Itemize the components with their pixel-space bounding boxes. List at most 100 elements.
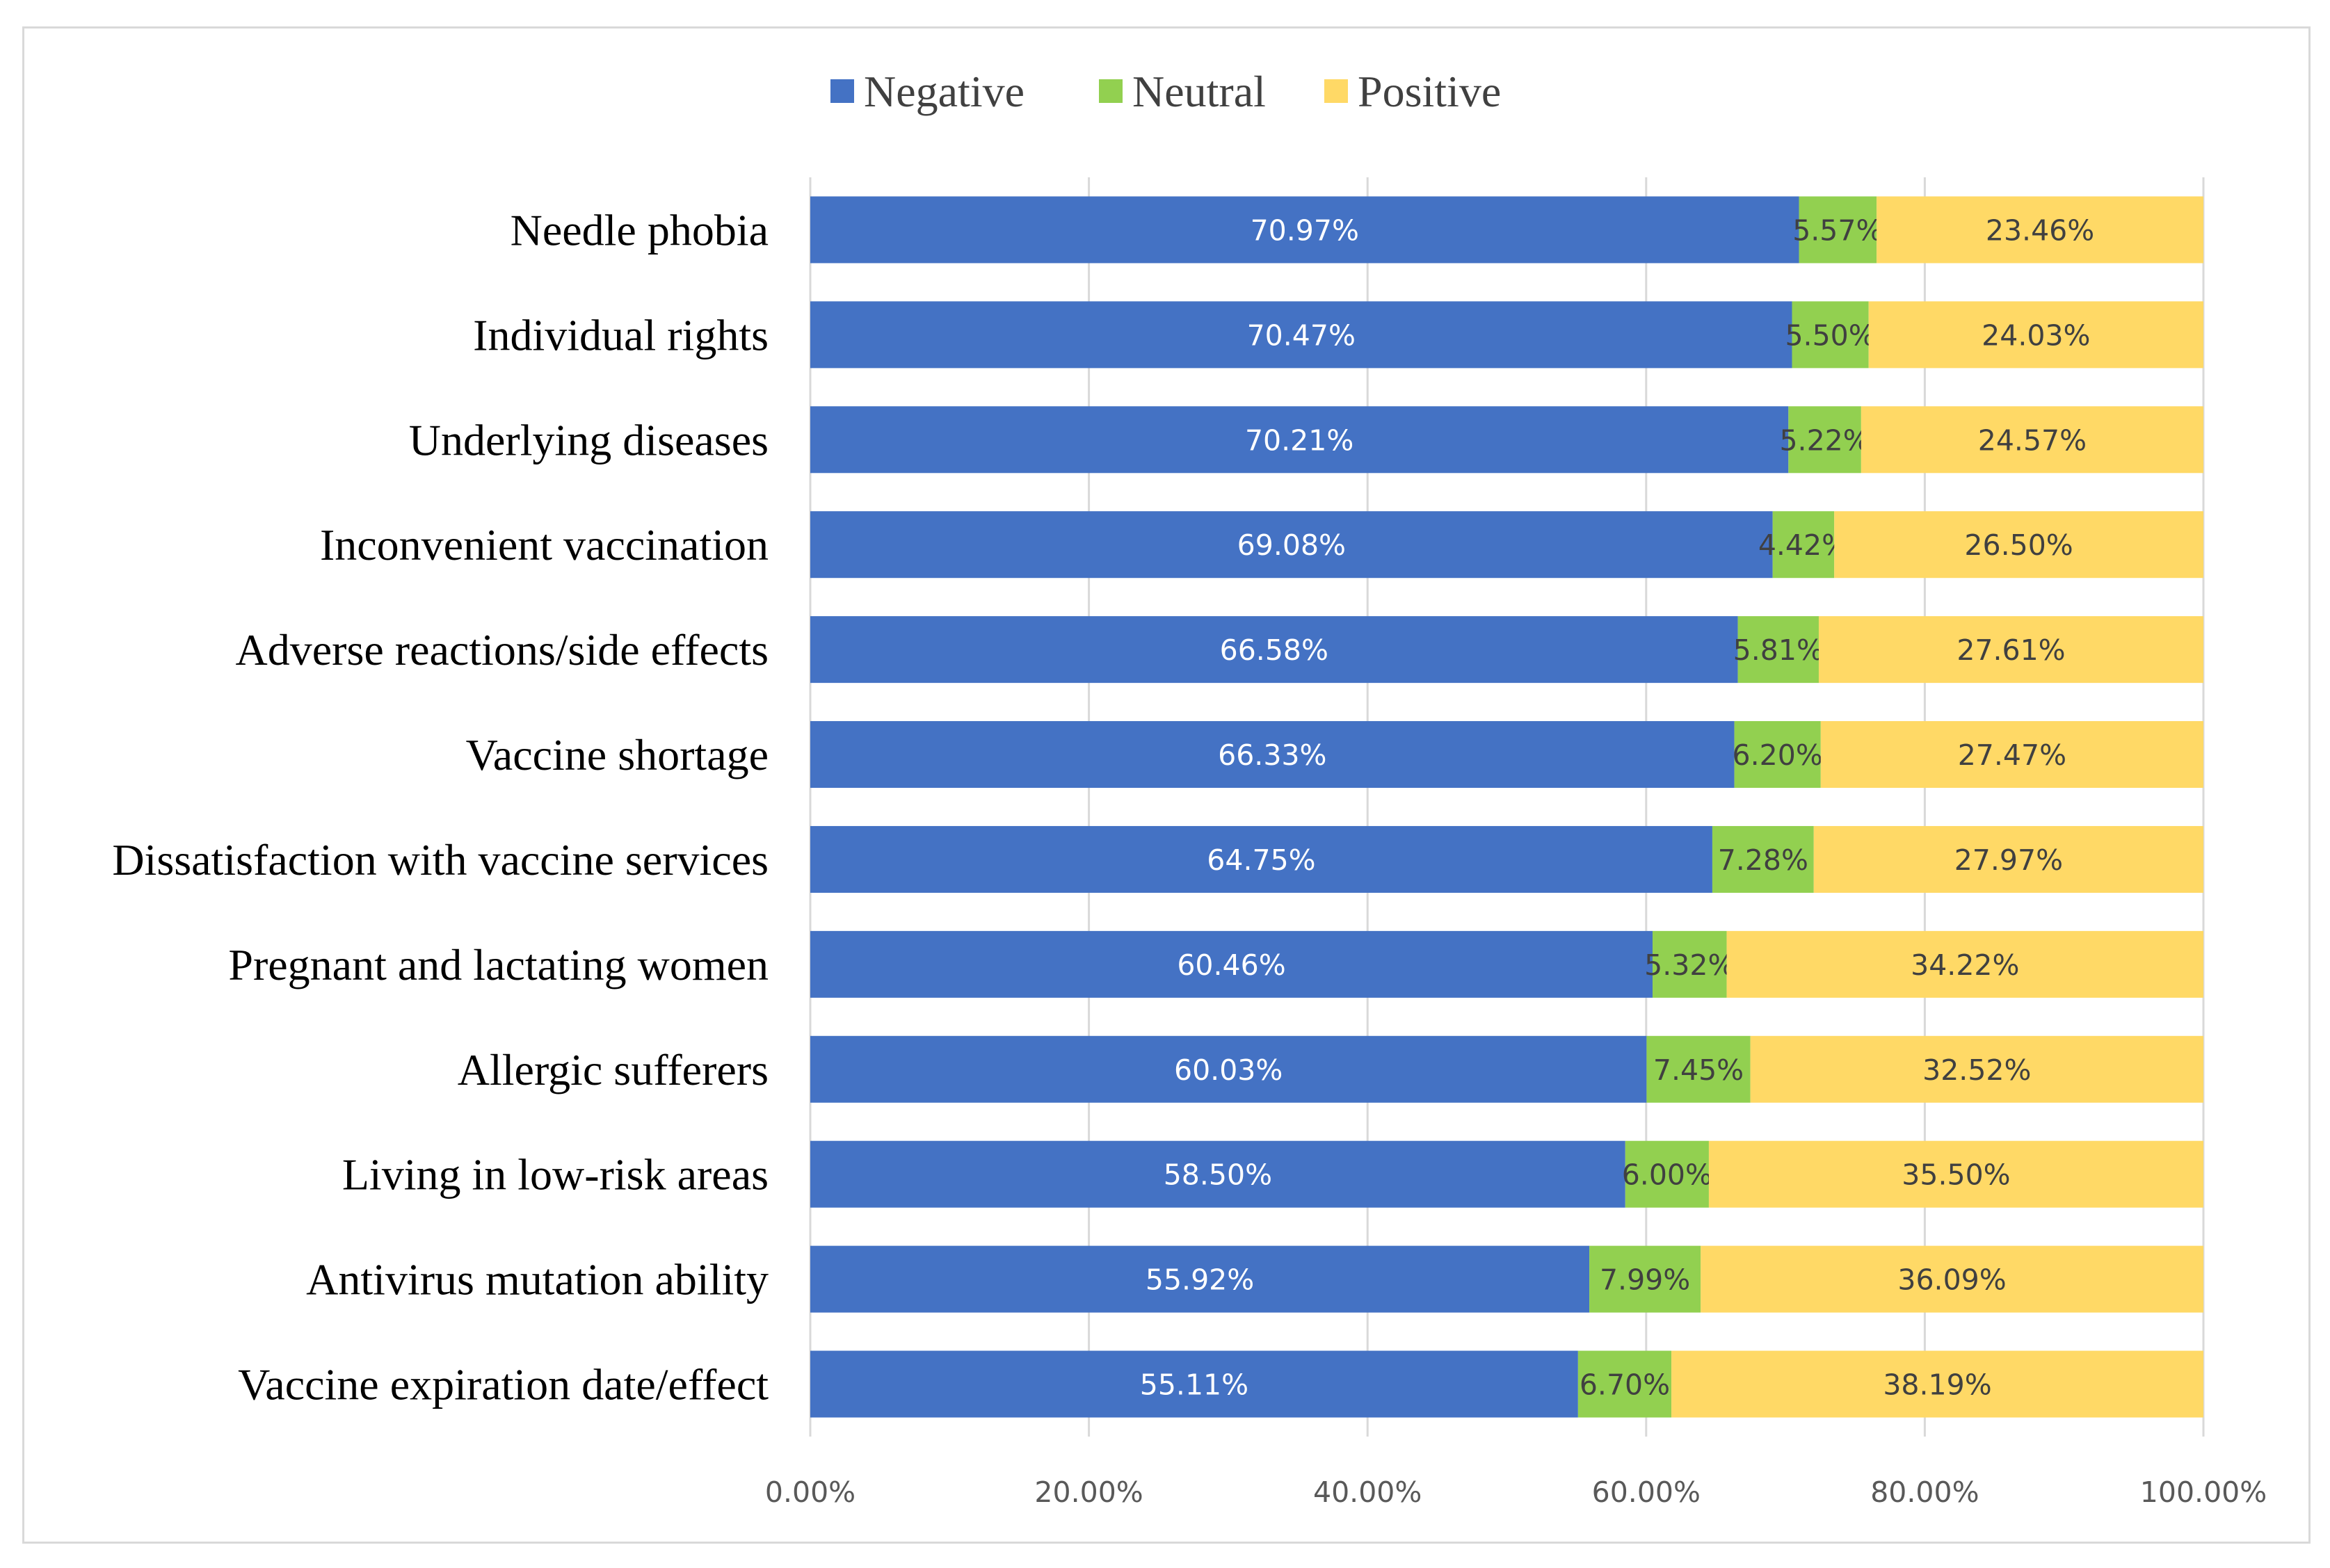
bar-positive-inconvenient-vaccination [1834, 511, 2203, 579]
category-label-needle-phobia: Needle phobia [511, 205, 769, 254]
data-label-positive: 26.50% [1964, 528, 2073, 562]
data-label-neutral: 6.00% [1622, 1158, 1712, 1192]
bar-positive-adverse-reactions-side-effects [1818, 616, 2203, 684]
data-label-positive: 24.03% [1982, 318, 2090, 352]
data-label-neutral: 7.99% [1600, 1263, 1690, 1297]
legend: Negative Neutral Positive [830, 67, 1501, 116]
category-label-dissatisfaction-with-vaccine-services: Dissatisfaction with vaccine services [112, 835, 769, 884]
bar-neutral-pregnant-and-lactating-women [1653, 930, 1727, 998]
data-label-negative: 66.58% [1220, 633, 1328, 667]
bar-neutral-needle-phobia [1799, 196, 1877, 264]
bar-positive-vaccine-shortage [1820, 721, 2203, 789]
bar-negative-adverse-reactions-side-effects [810, 616, 1738, 684]
data-label-negative: 66.33% [1218, 738, 1326, 772]
data-label-negative: 64.75% [1207, 843, 1315, 877]
bar-positive-antivirus-mutation-ability [1701, 1245, 2203, 1313]
legend-label-neutral: Neutral [1132, 67, 1266, 116]
bar-negative-vaccine-expiration-date-effect [810, 1350, 1578, 1418]
bar-positive-needle-phobia [1877, 196, 2203, 264]
bar-negative-underlying-diseases [810, 406, 1789, 474]
data-label-positive: 35.50% [1902, 1158, 2010, 1192]
category-label-individual-rights: Individual rights [473, 310, 769, 359]
data-label-neutral: 5.22% [1779, 423, 1870, 457]
data-label-negative: 58.50% [1164, 1158, 1272, 1192]
bar-neutral-underlying-diseases [1788, 406, 1861, 474]
bar-negative-antivirus-mutation-ability [810, 1245, 1590, 1313]
data-label-positive: 27.47% [1958, 738, 2066, 772]
bar-positive-allergic-sufferers [1750, 1035, 2203, 1103]
data-label-negative: 55.92% [1146, 1263, 1254, 1297]
data-label-neutral: 5.57% [1792, 213, 1883, 247]
data-label-positive: 24.57% [1978, 423, 2087, 457]
legend-swatch-positive [1324, 79, 1348, 103]
data-label-neutral: 5.81% [1733, 633, 1824, 667]
category-label-inconvenient-vaccination: Inconvenient vaccination [320, 520, 769, 569]
data-label-neutral: 7.28% [1718, 843, 1808, 877]
category-label-living-in-low-risk-areas: Living in low-risk areas [342, 1150, 769, 1199]
bar-negative-allergic-sufferers [810, 1035, 1647, 1103]
bar-negative-vaccine-shortage [810, 721, 1735, 789]
legend-swatch-negative [830, 79, 854, 103]
data-label-positive: 27.61% [1957, 633, 2065, 667]
category-label-pregnant-and-lactating-women: Pregnant and lactating women [228, 940, 769, 989]
legend-label-positive: Positive [1358, 67, 1501, 116]
data-label-negative: 69.08% [1237, 528, 1346, 562]
bars: 70.97% 5.57% 23.46% 70.47% 5.50% 24.03% 70.21%… [810, 196, 2203, 1418]
legend-swatch-neutral [1099, 79, 1123, 103]
data-label-positive: 32.52% [1922, 1053, 2031, 1087]
bar-negative-living-in-low-risk-areas [810, 1140, 1625, 1208]
category-label-vaccine-shortage: Vaccine shortage [466, 730, 769, 779]
bar-neutral-vaccine-shortage [1734, 721, 1821, 789]
x-tick-label: 0.00% [765, 1476, 855, 1509]
x-tick-label: 20.00% [1034, 1476, 1143, 1509]
bar-positive-individual-rights [1868, 301, 2203, 369]
bar-positive-living-in-low-risk-areas [1708, 1140, 2203, 1208]
data-label-neutral: 6.70% [1580, 1368, 1670, 1402]
data-label-neutral: 5.32% [1644, 948, 1735, 982]
bar-neutral-dissatisfaction-with-vaccine-services [1712, 825, 1814, 893]
x-tick-label: 40.00% [1313, 1476, 1422, 1509]
bar-negative-dissatisfaction-with-vaccine-services [810, 825, 1712, 893]
data-label-negative: 70.47% [1247, 318, 1356, 352]
gridlines [809, 177, 2205, 1437]
data-label-neutral: 6.20% [1733, 738, 1823, 772]
category-label-allergic-sufferers: Allergic sufferers [458, 1045, 769, 1094]
data-label-negative: 70.21% [1245, 423, 1353, 457]
category-labels: Needle phobia Individual rights Underlying… [112, 205, 769, 1409]
bar-neutral-allergic-sufferers [1646, 1035, 1751, 1103]
bar-negative-inconvenient-vaccination [810, 511, 1773, 579]
data-label-positive: 34.22% [1911, 948, 2019, 982]
x-tick-label: 100.00% [2140, 1476, 2267, 1509]
bar-neutral-individual-rights [1792, 301, 1869, 369]
bar-neutral-living-in-low-risk-areas [1625, 1140, 1709, 1208]
data-label-positive: 36.09% [1897, 1263, 2006, 1297]
x-axis-ticks: 0.00% 20.00% 40.00% 60.00% 80.00% 100.00% [765, 1476, 2267, 1509]
x-tick-label: 60.00% [1592, 1476, 1701, 1509]
bar-neutral-vaccine-expiration-date-effect [1577, 1350, 1672, 1418]
bar-negative-pregnant-and-lactating-women [810, 930, 1653, 998]
bar-neutral-antivirus-mutation-ability [1589, 1245, 1701, 1313]
data-label-neutral: 5.50% [1785, 318, 1875, 352]
bar-negative-individual-rights [810, 301, 1792, 369]
category-label-underlying-diseases: Underlying diseases [409, 415, 769, 464]
category-label-adverse-reactions-side-effects: Adverse reactions/side effects [236, 625, 769, 674]
data-label-neutral: 7.45% [1653, 1053, 1744, 1087]
data-label-positive: 38.19% [1883, 1368, 1991, 1402]
data-label-positive: 27.97% [1954, 843, 2063, 877]
category-label-vaccine-expiration-date-effect: Vaccine expiration date/effect [238, 1360, 769, 1409]
data-label-negative: 70.97% [1251, 213, 1359, 247]
bar-positive-pregnant-and-lactating-women [1726, 930, 2203, 998]
bar-positive-dissatisfaction-with-vaccine-services [1813, 825, 2203, 893]
data-label-neutral: 4.42% [1758, 528, 1849, 562]
data-label-positive: 23.46% [1986, 213, 2094, 247]
data-label-negative: 60.46% [1177, 948, 1285, 982]
data-label-negative: 60.03% [1174, 1053, 1283, 1087]
x-tick-label: 80.00% [1870, 1476, 1979, 1509]
bar-positive-underlying-diseases [1861, 406, 2203, 474]
bar-negative-needle-phobia [810, 196, 1799, 264]
bar-neutral-inconvenient-vaccination [1772, 511, 1835, 579]
legend-label-negative: Negative [864, 67, 1025, 116]
bar-neutral-adverse-reactions-side-effects [1737, 616, 1819, 684]
category-label-antivirus-mutation-ability: Antivirus mutation ability [306, 1255, 769, 1304]
